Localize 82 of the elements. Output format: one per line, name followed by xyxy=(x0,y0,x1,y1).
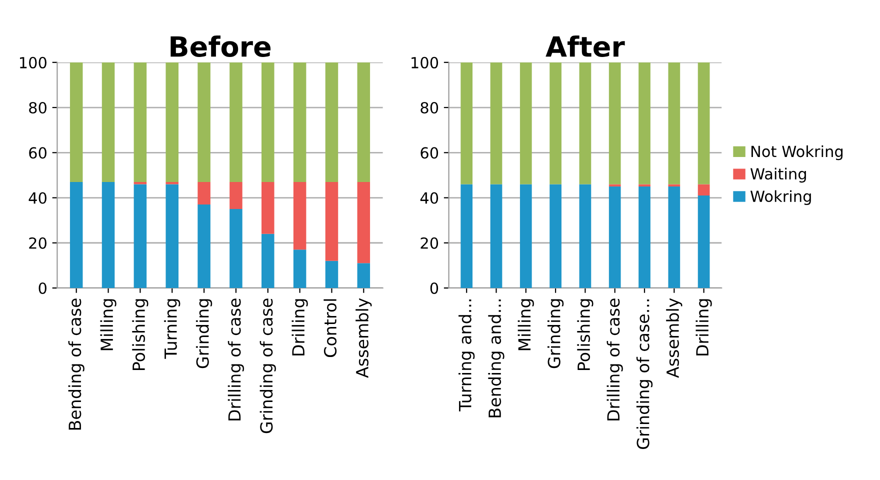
bar xyxy=(490,62,502,184)
x-tick-label: Grinding xyxy=(547,299,564,368)
bar xyxy=(608,186,621,288)
y-tick-label: 20 xyxy=(420,237,438,249)
bar xyxy=(698,184,710,196)
x-tick-label: Bending and... xyxy=(488,300,504,418)
bar xyxy=(262,234,274,288)
bar xyxy=(550,62,562,184)
y-tick-label: 0 xyxy=(430,282,438,294)
legend-label: Not Wokring xyxy=(751,145,843,160)
bar xyxy=(325,182,338,261)
bar xyxy=(293,250,306,288)
x-tick-label: Turning xyxy=(164,299,180,359)
bar xyxy=(638,62,650,184)
y-tick-label: 40 xyxy=(28,192,46,204)
x-tick-label: Grinding xyxy=(196,299,212,368)
bar xyxy=(325,260,338,288)
legend-label: Wokring xyxy=(750,190,811,206)
bar xyxy=(357,182,370,264)
bar xyxy=(579,62,592,184)
bar xyxy=(520,184,532,288)
bar xyxy=(230,62,242,182)
bar xyxy=(293,182,306,250)
bar xyxy=(166,184,178,288)
bar xyxy=(460,184,473,288)
x-tick-label: Milling xyxy=(100,299,116,350)
bar xyxy=(460,62,473,184)
x-tick-label: Grinding of case xyxy=(260,298,276,434)
bar xyxy=(198,62,210,182)
bar xyxy=(230,209,242,288)
bar xyxy=(262,62,274,182)
y-tick-label: 20 xyxy=(29,237,46,249)
chart-title: After xyxy=(546,36,625,58)
x-tick-label: Milling xyxy=(518,299,534,350)
y-tick-label: 40 xyxy=(420,192,438,204)
bar xyxy=(230,182,242,210)
bar xyxy=(198,204,210,288)
x-tick-label: Assembly xyxy=(666,298,682,378)
y-tick-label: 60 xyxy=(420,147,438,159)
bar xyxy=(550,184,562,288)
bar xyxy=(198,182,210,205)
bar xyxy=(579,184,592,288)
bar xyxy=(608,62,621,184)
y-tick-label: 80 xyxy=(29,102,46,114)
bar xyxy=(520,62,532,184)
x-tick-label: Drilling xyxy=(696,299,712,356)
chart-title: Before xyxy=(170,36,271,58)
bar xyxy=(638,186,650,288)
y-tick-label: 0 xyxy=(38,282,46,294)
bar xyxy=(698,196,710,288)
x-tick-label: Polishing xyxy=(577,299,594,370)
bar xyxy=(102,182,115,288)
bar xyxy=(357,62,370,182)
legend-label: Waiting xyxy=(750,168,806,183)
x-tick-label: Drilling of case xyxy=(606,298,623,420)
bar xyxy=(166,62,178,182)
bar xyxy=(102,62,115,182)
bar xyxy=(668,62,680,184)
bar xyxy=(668,186,680,288)
x-tick-label: Bending of case xyxy=(68,298,84,430)
x-tick-label: Assembly xyxy=(356,298,372,378)
bar xyxy=(70,182,83,288)
bar xyxy=(490,184,502,288)
y-tick-label: 100 xyxy=(20,56,46,68)
y-tick-label: 100 xyxy=(412,56,438,68)
bar xyxy=(134,62,147,182)
x-tick-label: Drilling of case xyxy=(228,298,244,420)
x-tick-label: Turning and... xyxy=(458,300,475,412)
bar xyxy=(70,62,83,182)
bar xyxy=(134,184,147,288)
bar xyxy=(293,62,306,182)
bar xyxy=(357,263,370,288)
x-tick-label: Drilling xyxy=(292,299,308,356)
bar xyxy=(166,182,178,184)
bar xyxy=(325,62,338,182)
y-tick-label: 60 xyxy=(29,147,46,159)
y-tick-label: 80 xyxy=(420,102,438,114)
bar xyxy=(698,62,710,184)
x-tick-label: Control xyxy=(324,299,337,358)
bar xyxy=(262,182,274,234)
x-tick-label: Grinding of case... xyxy=(636,300,653,449)
x-tick-label: Polishing xyxy=(132,299,148,370)
